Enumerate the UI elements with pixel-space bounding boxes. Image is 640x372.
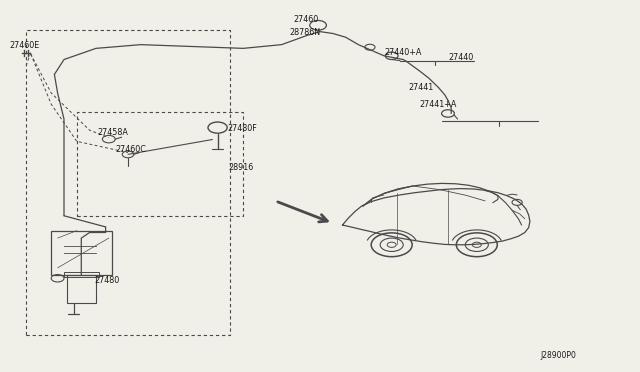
Text: 27480: 27480 <box>95 276 120 285</box>
Text: 28786N: 28786N <box>289 28 321 37</box>
Text: 27441: 27441 <box>408 83 433 92</box>
Text: 27458A: 27458A <box>97 128 128 137</box>
Text: J28900P0: J28900P0 <box>541 351 577 360</box>
Text: 27440: 27440 <box>448 52 473 61</box>
Text: 27480F: 27480F <box>227 124 257 133</box>
Text: 27440+A: 27440+A <box>384 48 421 57</box>
Text: 27460E: 27460E <box>10 41 40 49</box>
Text: 27460: 27460 <box>293 15 318 24</box>
Bar <box>51 231 112 275</box>
Bar <box>67 275 96 303</box>
Bar <box>64 272 99 277</box>
Text: 27441+A: 27441+A <box>419 100 456 109</box>
Text: 27460C: 27460C <box>115 145 146 154</box>
Text: 28916: 28916 <box>228 163 253 172</box>
